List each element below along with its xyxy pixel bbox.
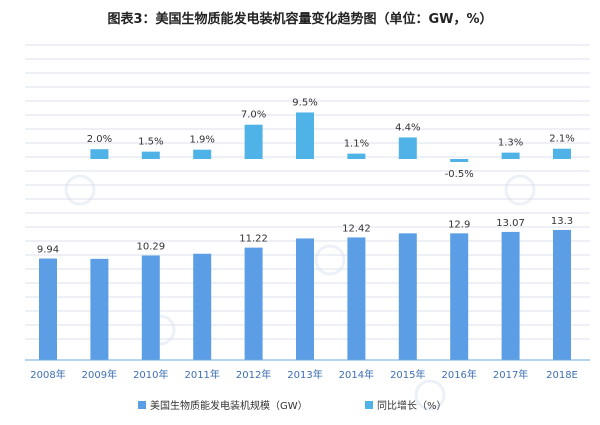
growth-bar bbox=[553, 148, 571, 159]
growth-data-label: 9.5% bbox=[292, 97, 317, 108]
growth-data-label: -0.5% bbox=[445, 169, 474, 180]
growth-data-label: 1.9% bbox=[189, 135, 214, 146]
legend-swatch-capacity bbox=[138, 401, 146, 409]
x-tick-label: 2014年 bbox=[339, 368, 374, 381]
x-tick-label: 2008年 bbox=[30, 368, 65, 381]
x-tick-label: 2011年 bbox=[184, 368, 219, 381]
capacity-bar bbox=[398, 233, 417, 360]
capacity-bar bbox=[553, 229, 571, 360]
capacity-bar bbox=[244, 247, 263, 360]
capacity-data-label: 13.3 bbox=[551, 216, 573, 227]
capacity-data-label: 13.07 bbox=[496, 218, 525, 229]
capacity-bars bbox=[39, 229, 571, 360]
capacity-bar bbox=[296, 238, 314, 360]
x-tick-label: 2015年 bbox=[390, 368, 425, 381]
capacity-bar bbox=[39, 258, 57, 360]
x-tick-label: 2013年 bbox=[287, 368, 322, 381]
capacity-data-label: 12.42 bbox=[342, 223, 371, 234]
capacity-labels: 9.94 10.29 11.22 12.42 12.9 13.07 13.3 bbox=[37, 216, 573, 256]
legend-swatch-growth bbox=[365, 401, 373, 409]
growth-bar bbox=[90, 149, 109, 159]
capacity-bar bbox=[141, 255, 160, 360]
capacity-bar bbox=[193, 253, 212, 360]
capacity-data-label: 10.29 bbox=[136, 242, 165, 253]
growth-data-label: 7.0% bbox=[241, 110, 266, 121]
x-tick-label: 2017年 bbox=[493, 368, 528, 381]
growth-bar bbox=[296, 112, 314, 159]
growth-bars bbox=[90, 112, 571, 162]
growth-bar bbox=[141, 151, 160, 159]
growth-data-label: 1.5% bbox=[138, 137, 163, 148]
growth-bar bbox=[501, 152, 520, 159]
x-tick-label: 2010年 bbox=[133, 368, 168, 381]
growth-data-label: 2.1% bbox=[549, 134, 574, 145]
growth-bar bbox=[398, 137, 417, 159]
growth-bar bbox=[347, 153, 366, 159]
capacity-data-label: 11.22 bbox=[239, 234, 268, 245]
x-tick-label: 2012年 bbox=[236, 368, 271, 381]
capacity-bar bbox=[501, 231, 520, 360]
growth-labels: 2.0% 1.5% 1.9% 7.0% 9.5% 1.1% 4.4% -0.5% 1.3% 2.1… bbox=[87, 97, 575, 180]
growth-bar bbox=[193, 149, 212, 159]
chart-title: 图表3：美国生物质能发电装机容量变化趋势图（单位：GW，%） bbox=[107, 11, 492, 27]
watermark-mark bbox=[64, 174, 96, 206]
legend: 美国生物质能发电装机规模（GW） 同比增长（%） bbox=[138, 399, 447, 412]
x-tick-label: 2009年 bbox=[82, 368, 117, 381]
growth-data-label: 1.1% bbox=[344, 139, 369, 150]
x-tick-label: 2018E bbox=[546, 370, 578, 381]
capacity-data-label: 9.94 bbox=[37, 245, 59, 256]
capacity-bar bbox=[450, 233, 469, 360]
watermark-mark bbox=[314, 244, 346, 276]
legend-label-growth: 同比增长（%） bbox=[377, 399, 447, 412]
x-tick-label: 2016年 bbox=[441, 368, 476, 381]
x-ticks: 2008年 2009年 2010年 2011年 2012年 2013年 2014年 2015年… bbox=[30, 368, 578, 381]
watermark-mark bbox=[414, 379, 446, 411]
capacity-bar bbox=[347, 237, 366, 360]
capacity-bar bbox=[90, 258, 109, 360]
capacity-data-label: 12.9 bbox=[448, 219, 470, 230]
growth-data-label: 2.0% bbox=[87, 134, 112, 145]
growth-bar bbox=[450, 159, 469, 162]
growth-data-label: 4.4% bbox=[395, 122, 420, 133]
legend-label-capacity: 美国生物质能发电装机规模（GW） bbox=[150, 399, 308, 412]
watermark-mark bbox=[504, 174, 536, 206]
growth-bar bbox=[244, 124, 263, 159]
growth-data-label: 1.3% bbox=[498, 138, 523, 149]
